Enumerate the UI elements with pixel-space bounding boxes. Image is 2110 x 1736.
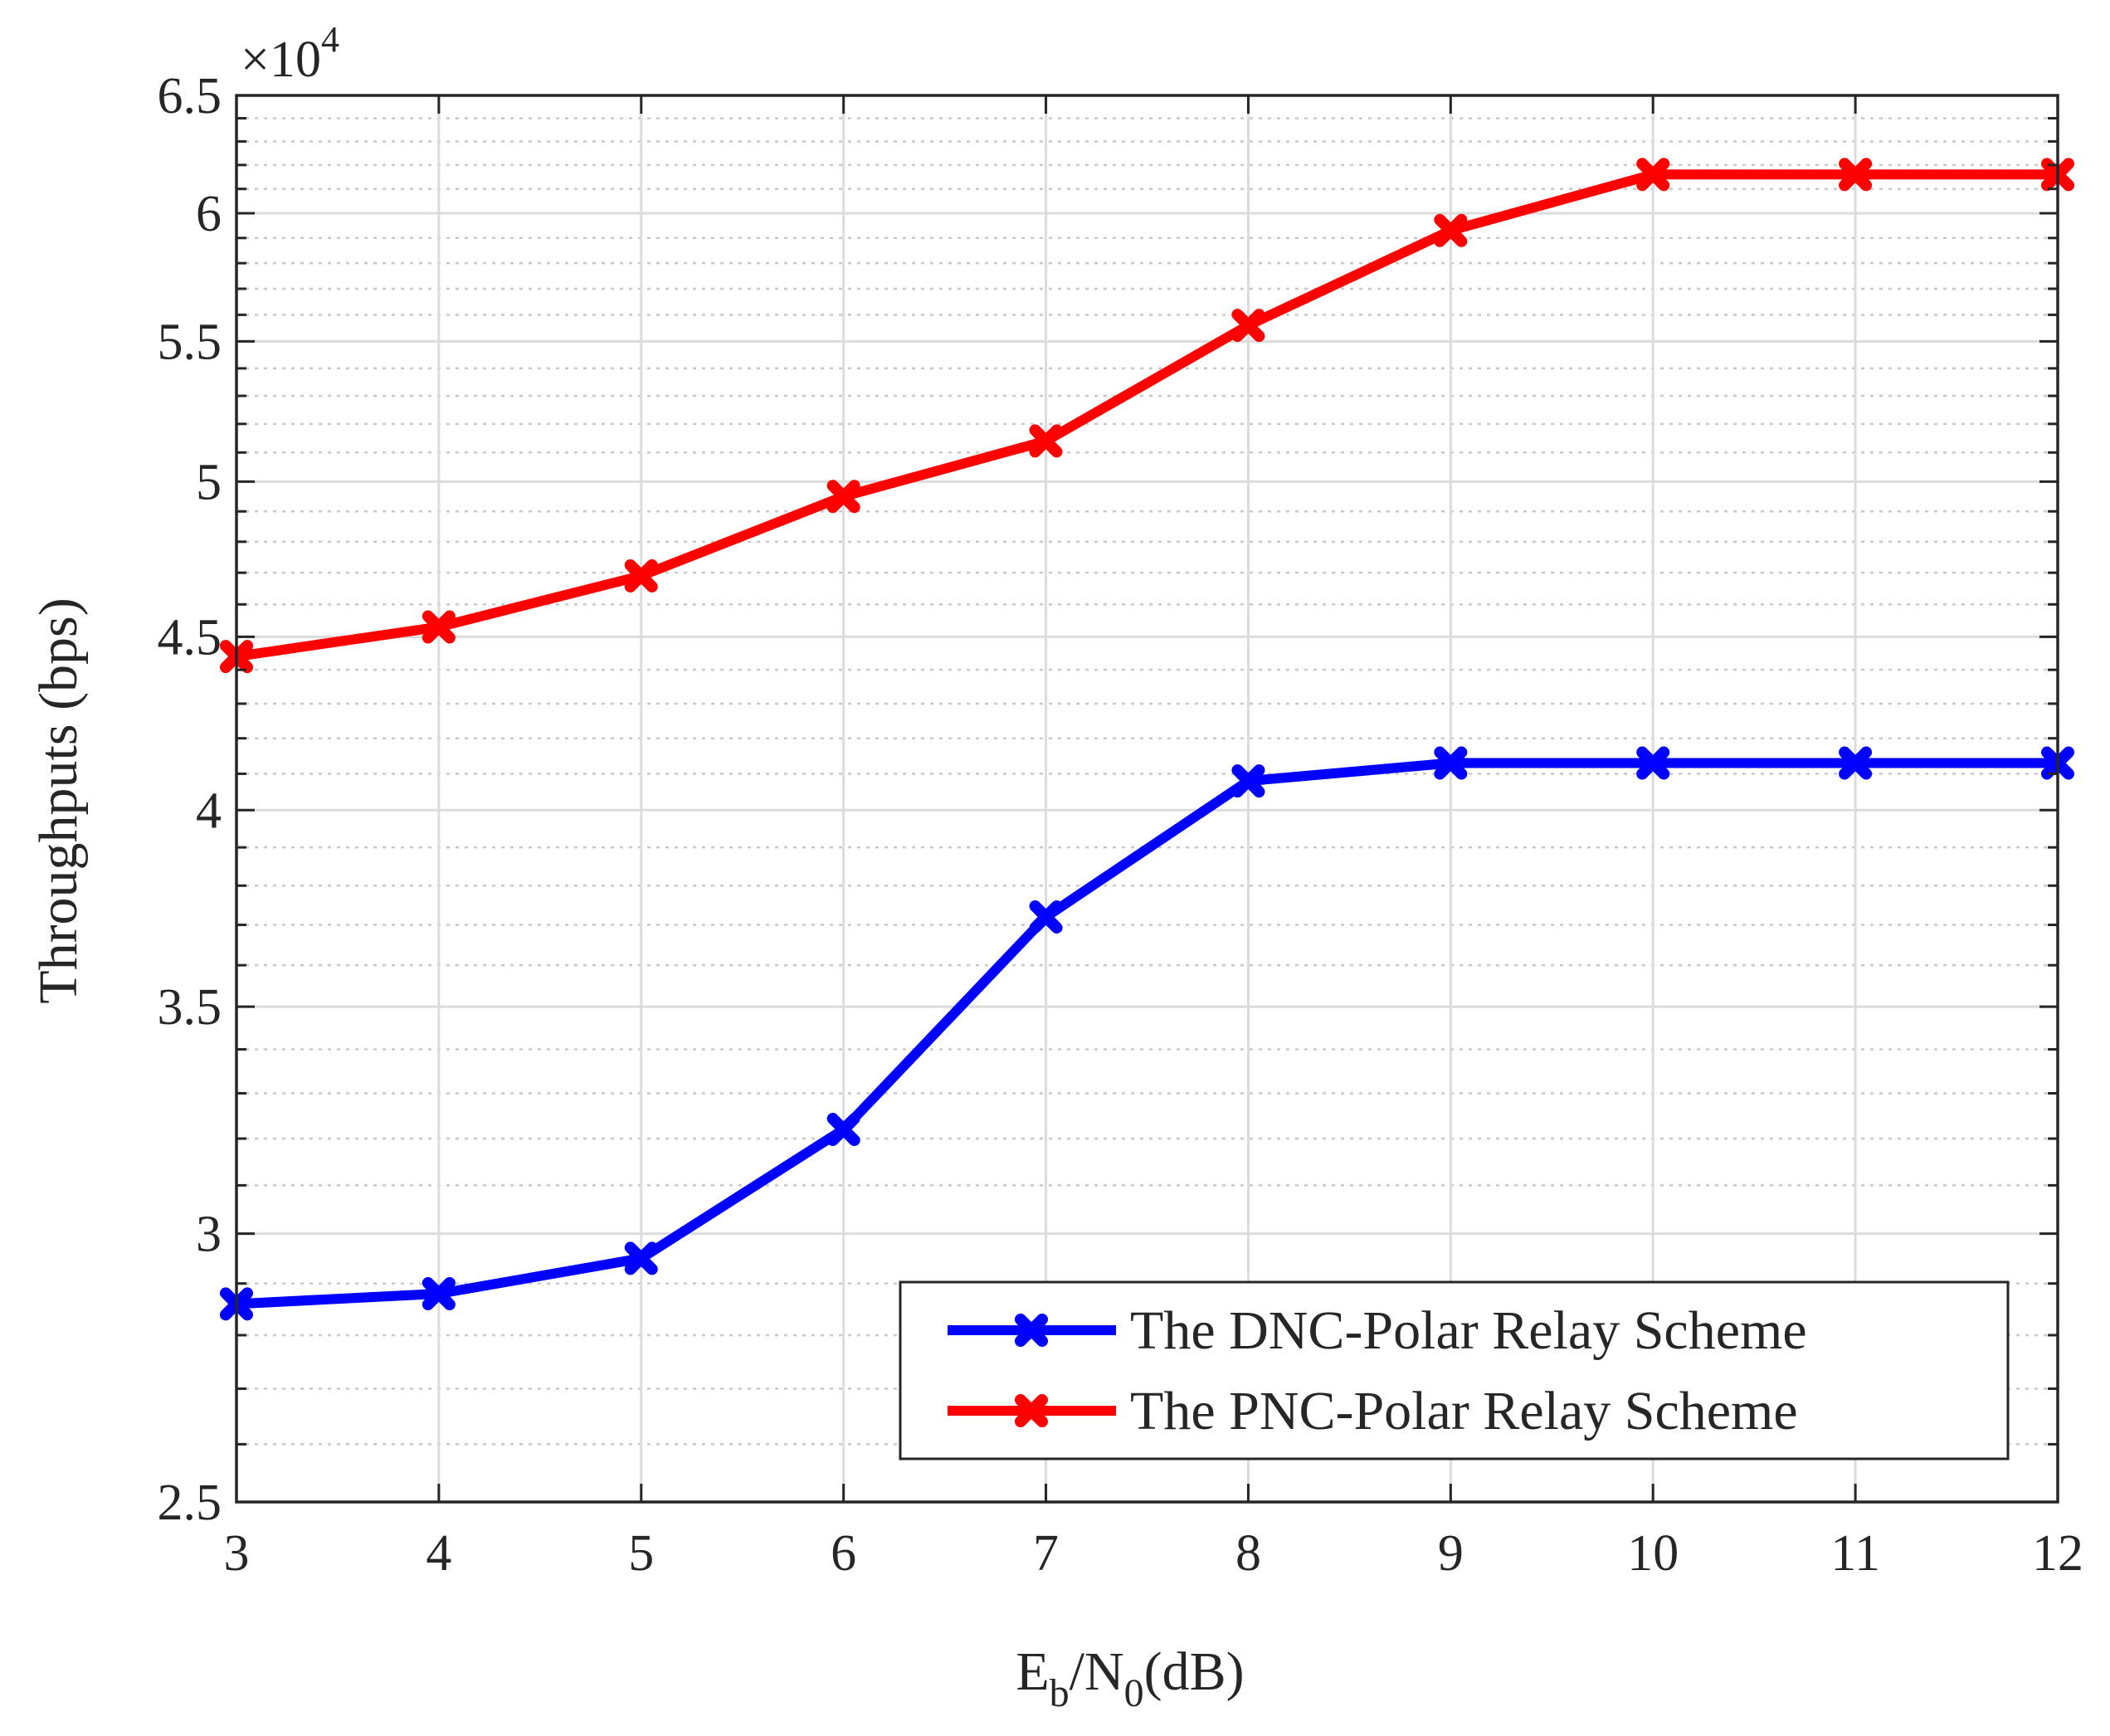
series-line-dnc [236, 758, 2058, 1309]
data-point-pnc [624, 558, 658, 592]
data-point-pnc [1636, 158, 1670, 192]
y-tick-label: 3 [196, 1207, 222, 1263]
legend-marker-dnc [1015, 1314, 1048, 1347]
data-point-dnc [1434, 746, 1468, 780]
y-tick-label: 2.5 [158, 1475, 222, 1531]
data-point-dnc [1636, 746, 1670, 780]
x-tick-label: 9 [1438, 1525, 1464, 1582]
x-axis-title: Eb/N0(dB) [1016, 1641, 1244, 1715]
x-tick-label: 6 [831, 1525, 856, 1582]
data-point-pnc [1231, 309, 1265, 343]
x-tick-label: 12 [2032, 1525, 2083, 1582]
x-tick-label: 4 [426, 1525, 451, 1582]
data-point-dnc [826, 1113, 860, 1147]
y-exponent-power: 4 [321, 19, 339, 60]
x-tick-label: 3 [224, 1525, 250, 1582]
series-line-pnc [236, 169, 2058, 662]
y-tick-label: 6.5 [158, 68, 222, 124]
legend-entry-dnc: The DNC-Polar Relay Scheme [948, 1300, 1807, 1361]
series-pnc [220, 158, 2074, 674]
x-axis-title-slash-n: /N [1070, 1641, 1124, 1702]
data-point-dnc [1231, 764, 1265, 798]
y-tick-label: 6 [196, 186, 222, 242]
data-point-pnc [826, 480, 860, 514]
data-point-dnc [422, 1276, 456, 1310]
x-tick-label: 10 [1627, 1525, 1679, 1582]
legend-marker-pnc [1015, 1394, 1048, 1427]
data-point-pnc [1434, 213, 1468, 247]
x-axis-title-subscript-b: b [1050, 1671, 1070, 1715]
data-point-dnc [624, 1241, 658, 1275]
x-tick-label: 7 [1033, 1525, 1059, 1582]
x-axis-title-e: E [1016, 1641, 1049, 1702]
series-layer [220, 158, 2074, 1321]
y-tick-label: 5 [196, 454, 222, 510]
data-point-pnc [1029, 424, 1063, 458]
x-axis-title-subscript-0: 0 [1124, 1671, 1144, 1715]
legend-entry-pnc: The PNC-Polar Relay Scheme [948, 1381, 1798, 1441]
data-point-pnc [1839, 158, 1873, 192]
y-tick-label: 4.5 [158, 609, 222, 666]
y-exponent-base: ×10 [241, 32, 321, 88]
grid [235, 94, 2059, 1504]
legend-label-dnc: The DNC-Polar Relay Scheme [1130, 1300, 1807, 1361]
y-tick-label: 5.5 [158, 314, 222, 370]
x-tick-label: 11 [1830, 1525, 1880, 1582]
series-dnc [220, 746, 2074, 1321]
y-tick-label: 3.5 [158, 979, 222, 1036]
legend-box [899, 1280, 2010, 1460]
legend-label-pnc: The PNC-Polar Relay Scheme [1130, 1381, 1798, 1441]
x-tick-labels: 3 4 5 6 7 8 9 10 11 12 [224, 1525, 2084, 1582]
y-axis-exponent: ×104 [241, 19, 339, 88]
data-point-pnc [422, 610, 456, 644]
x-tick-label: 8 [1235, 1525, 1261, 1582]
tick-marks [235, 94, 2059, 1504]
x-tick-label: 5 [628, 1525, 654, 1582]
x-axis-title-unit: (dB) [1144, 1641, 1245, 1702]
y-tick-label: 4 [196, 783, 222, 839]
y-tick-labels: 2.5 3 3.5 4 4.5 5 5.5 6 6.5 [158, 68, 222, 1531]
plot-frame [235, 94, 2059, 1504]
y-axis-title: Throughputs (bps) [28, 597, 89, 1003]
data-point-dnc [1839, 746, 1873, 780]
legend: The DNC-Polar Relay Scheme The PNC-Polar … [899, 1280, 2010, 1460]
data-point-dnc [1029, 900, 1063, 934]
